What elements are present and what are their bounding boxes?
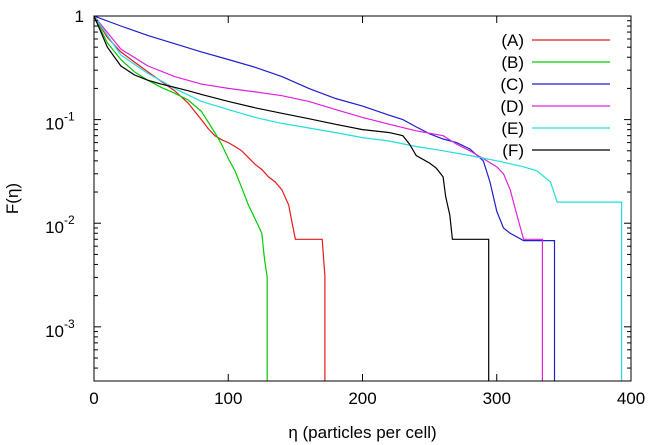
y-tick-exponent: -3 [64,317,75,331]
y-tick-exponent: -1 [64,110,75,124]
x-tick-label: 200 [348,389,376,408]
legend-label: (A) [501,31,524,50]
y-tick-label: 1 [75,7,84,26]
legend-label: (C) [500,75,524,94]
series-line-3 [94,16,556,381]
series-line-2 [94,16,268,381]
legend: (A) (B) (C) (D) (E) (F) [500,31,610,160]
y-axis-label: F(η) [3,183,22,214]
series-line-4 [94,16,544,381]
series-line-5 [94,16,623,381]
series-line-6 [94,16,490,381]
legend-label: (E) [501,119,524,138]
x-axis-label: η (particles per cell) [288,423,436,442]
plot-frame [93,15,632,382]
series-layer [94,16,623,381]
x-tick-label: 100 [214,389,242,408]
x-tick-label: 300 [483,389,511,408]
x-tick-label: 400 [617,389,645,408]
y-tick-label: 10 [45,115,64,134]
legend-label: (B) [501,53,524,72]
legend-label: (F) [502,141,524,160]
x-tick-label: 0 [89,389,98,408]
y-tick-label: 10 [45,218,64,237]
y-tick-exponent: -2 [64,213,75,227]
y-tick-label: 10 [45,322,64,341]
legend-label: (D) [500,97,524,116]
